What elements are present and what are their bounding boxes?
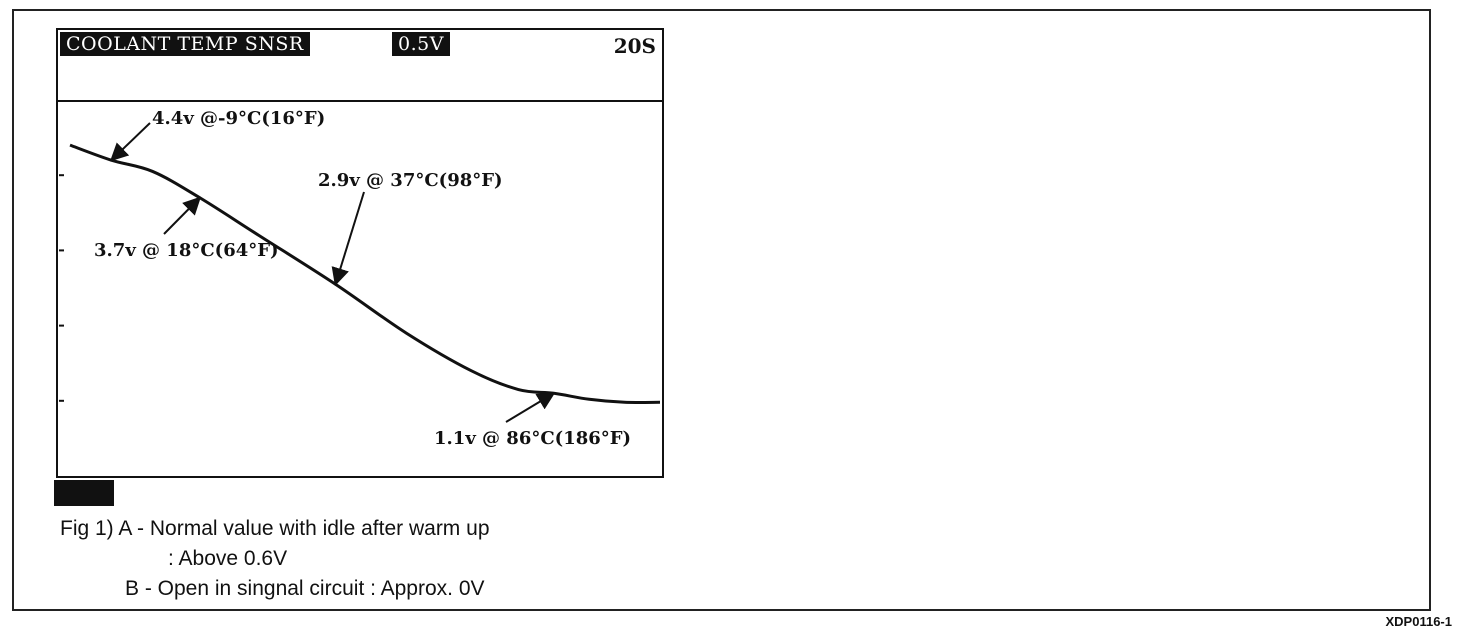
scope-header: COOLANT TEMP SNSR 0.5V 20S	[58, 30, 662, 102]
caption-line-3: B - Open in singnal circuit : Approx. 0V	[125, 577, 485, 600]
annotation-label: 2.9v @ 37°C(98°F)	[318, 170, 503, 191]
annotation-label: 4.4v @-9°C(16°F)	[152, 108, 325, 129]
volts-per-div-label: 0.5V	[392, 32, 450, 56]
figure-reference-code: XDP0116-1	[1385, 614, 1453, 629]
time-base-label: 20S	[613, 34, 656, 58]
figure-frame	[12, 9, 1431, 611]
caption-line-1: Fig 1) A - Normal value with idle after …	[60, 517, 490, 540]
caption-line-2: : Above 0.6V	[168, 547, 288, 570]
signal-trace	[69, 143, 661, 405]
waveform-plot: 4.4v @-9°C(16°F) 3.7v @ 18°C(64°F) 2.9v @ …	[59, 108, 661, 449]
annotation-label: 1.1v @ 86°C(186°F)	[434, 428, 631, 449]
scope-screen: COOLANT TEMP SNSR 0.5V 20S	[56, 28, 664, 478]
annotation-arrow	[163, 196, 202, 235]
trigger-marker	[54, 480, 114, 506]
annotation-arrow	[505, 392, 556, 423]
parameter-label: COOLANT TEMP SNSR	[60, 32, 310, 56]
left-edge-ticks	[59, 174, 64, 402]
annotation-arrow	[110, 122, 151, 162]
annotations: 4.4v @-9°C(16°F) 3.7v @ 18°C(64°F) 2.9v @ …	[94, 108, 631, 449]
annotation-arrow	[331, 191, 365, 286]
annotation-label: 3.7v @ 18°C(64°F)	[94, 240, 279, 261]
